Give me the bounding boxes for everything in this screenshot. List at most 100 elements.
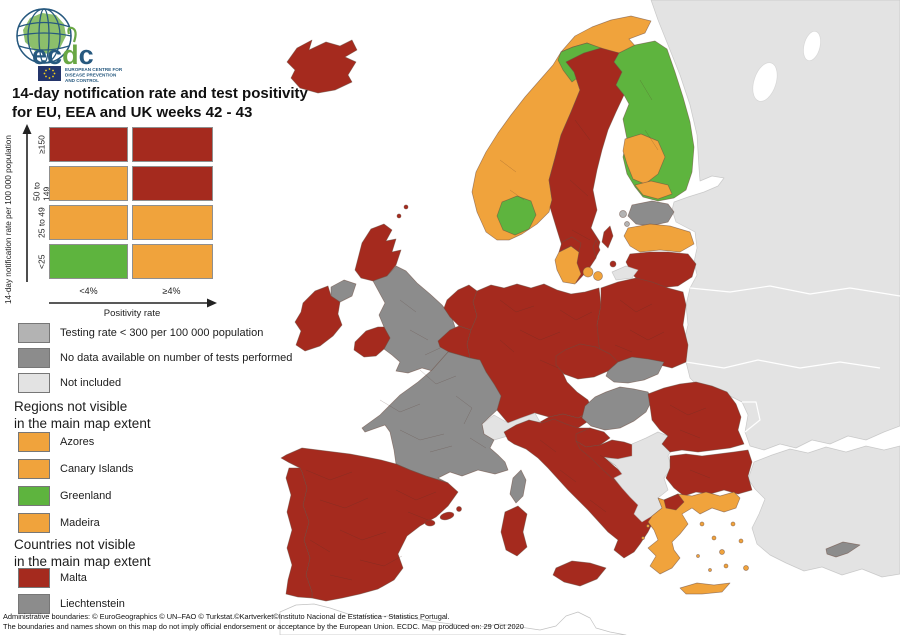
map-country-bulgaria (665, 449, 753, 497)
map-island-ibiza (424, 519, 436, 527)
map-country-romania (647, 381, 745, 453)
map-region-denmark-north (558, 236, 582, 253)
matrix-cell-r0c1 (132, 127, 213, 162)
map-country-cyprus (825, 541, 861, 558)
map-region-greece-red (663, 493, 685, 511)
ecdc-wordmark: ecdc (32, 40, 94, 70)
map-island-funen (582, 266, 594, 278)
legend-item-madeira: Madeira (18, 513, 100, 533)
low-testing-swatch (18, 323, 50, 343)
map-island-zealand (593, 271, 603, 281)
east-internal-borders (685, 285, 900, 433)
regions-heading: Regions not visible in the main map exte… (14, 399, 151, 431)
legend-item-greenland: Greenland (18, 486, 111, 506)
matrix-col-label-0: <4% (79, 286, 98, 296)
malta-swatch (18, 568, 50, 588)
matrix-row-label-3: <25 (36, 254, 47, 269)
legend-item-azores: Azores (18, 432, 94, 452)
canary-islands-swatch (18, 459, 50, 479)
no-data-swatch (18, 348, 50, 368)
not-included-swatch (18, 373, 50, 393)
svg-text:AND CONTROL: AND CONTROL (65, 78, 99, 82)
map-country-africa (279, 603, 627, 635)
liechtenstein-swatch (18, 594, 50, 614)
map-country-hungary (581, 386, 653, 431)
map-country-latvia (623, 223, 695, 253)
legend-item-not-included: Not included (18, 373, 121, 393)
low-testing-label: Testing rate < 300 per 100 000 populatio… (60, 327, 264, 339)
matrix-cell-r3c0 (49, 244, 128, 279)
matrix-cell-r0c0 (49, 127, 128, 162)
svg-text:DISEASE PREVENTION: DISEASE PREVENTION (65, 73, 117, 78)
matrix-cell-r3c1 (132, 244, 213, 279)
map-country-czechia (555, 343, 619, 380)
map-country-portugal (285, 467, 313, 599)
map-island-orkney (396, 213, 402, 219)
map-country-poland (596, 277, 689, 369)
map-country-kaliningrad (611, 265, 639, 281)
aegean-islands (641, 521, 749, 572)
org-name: EUROPEAN CENTRE FOR DISEASE PREVENTION A… (65, 67, 123, 82)
x-axis-arrow-icon (49, 298, 217, 308)
canary-islands-label: Canary Islands (60, 463, 134, 475)
not-included-label: Not included (60, 377, 122, 389)
map-island-oland (592, 239, 601, 258)
map-country-east-mass (650, 0, 900, 451)
matrix-cell-r2c1 (132, 205, 213, 240)
greenland-swatch (18, 486, 50, 506)
matrix-cell-r1c0 (49, 166, 128, 201)
map-island-menorca (456, 506, 462, 512)
globe-icon (16, 8, 72, 64)
map-island-shetland (403, 204, 409, 210)
map-island-gotland (601, 225, 614, 249)
map-country-slovakia (605, 356, 665, 384)
matrix-y-axis-label: 14-day notification rate per 100 000 pop… (4, 135, 13, 305)
legend-item-low-testing: Testing rate < 300 per 100 000 populatio… (18, 323, 263, 343)
map-island-saaremaa (619, 210, 627, 218)
map-region-finland-sw (622, 133, 666, 185)
map-island-sardinia (500, 505, 528, 557)
map-title: 14-day notification rate and test positi… (12, 84, 308, 122)
svg-text:EUROPEAN CENTRE FOR: EUROPEAN CENTRE FOR (65, 67, 123, 72)
greenland-label: Greenland (60, 490, 112, 502)
matrix-row-label-0: ≥150 (36, 135, 47, 154)
map-title-line2: for EU, EEA and UK weeks 42 - 43 (12, 104, 253, 121)
matrix-col-label-1: ≥4% (162, 286, 181, 296)
map-title-line1: 14-day notification rate and test positi… (12, 85, 308, 102)
map-island-crete (679, 582, 731, 595)
eu-flag-icon (38, 66, 61, 81)
map-country-wales (353, 326, 391, 358)
matrix-row-label-1: 50 to 149 (31, 182, 52, 201)
legend-item-liechtenstein: Liechtenstein (18, 594, 125, 614)
map-island-mallorca (439, 511, 455, 521)
map-island-corsica (509, 469, 527, 504)
legend-item-canary-islands: Canary Islands (18, 459, 133, 479)
footer-attribution: Administrative boundaries: © EuroGeograp… (3, 612, 450, 621)
matrix-row-label-2: 25 to 49 (36, 207, 47, 238)
footer-disclaimer: The boundaries and names shown on this m… (3, 622, 524, 631)
region-borders (305, 79, 711, 581)
y-axis-arrow-icon (22, 124, 32, 282)
matrix-legend: 14-day notification rate per 100 000 pop… (4, 124, 258, 320)
legend-item-malta: Malta (18, 568, 87, 588)
map-country-estonia (627, 200, 675, 227)
madeira-swatch (18, 513, 50, 533)
matrix-cell-r2c0 (49, 205, 128, 240)
matrix-cells (49, 127, 213, 279)
azores-swatch (18, 432, 50, 452)
madeira-label: Madeira (60, 517, 100, 529)
map-island-hiiumaa (624, 221, 630, 227)
azores-label: Azores (60, 436, 95, 448)
map-country-greece (647, 491, 741, 575)
map-country-norway-south-green (496, 195, 537, 236)
map-island-bornholm (609, 260, 617, 268)
matrix-cell-r1c1 (132, 166, 213, 201)
ecdc-d-swash (67, 26, 77, 43)
map-country-turkey (747, 445, 900, 578)
no-data-label: No data available on number of tests per… (60, 352, 293, 364)
map-country-ireland (294, 285, 343, 352)
countries-heading: Countries not visible in the main map ex… (14, 537, 151, 569)
malta-label: Malta (60, 572, 87, 584)
